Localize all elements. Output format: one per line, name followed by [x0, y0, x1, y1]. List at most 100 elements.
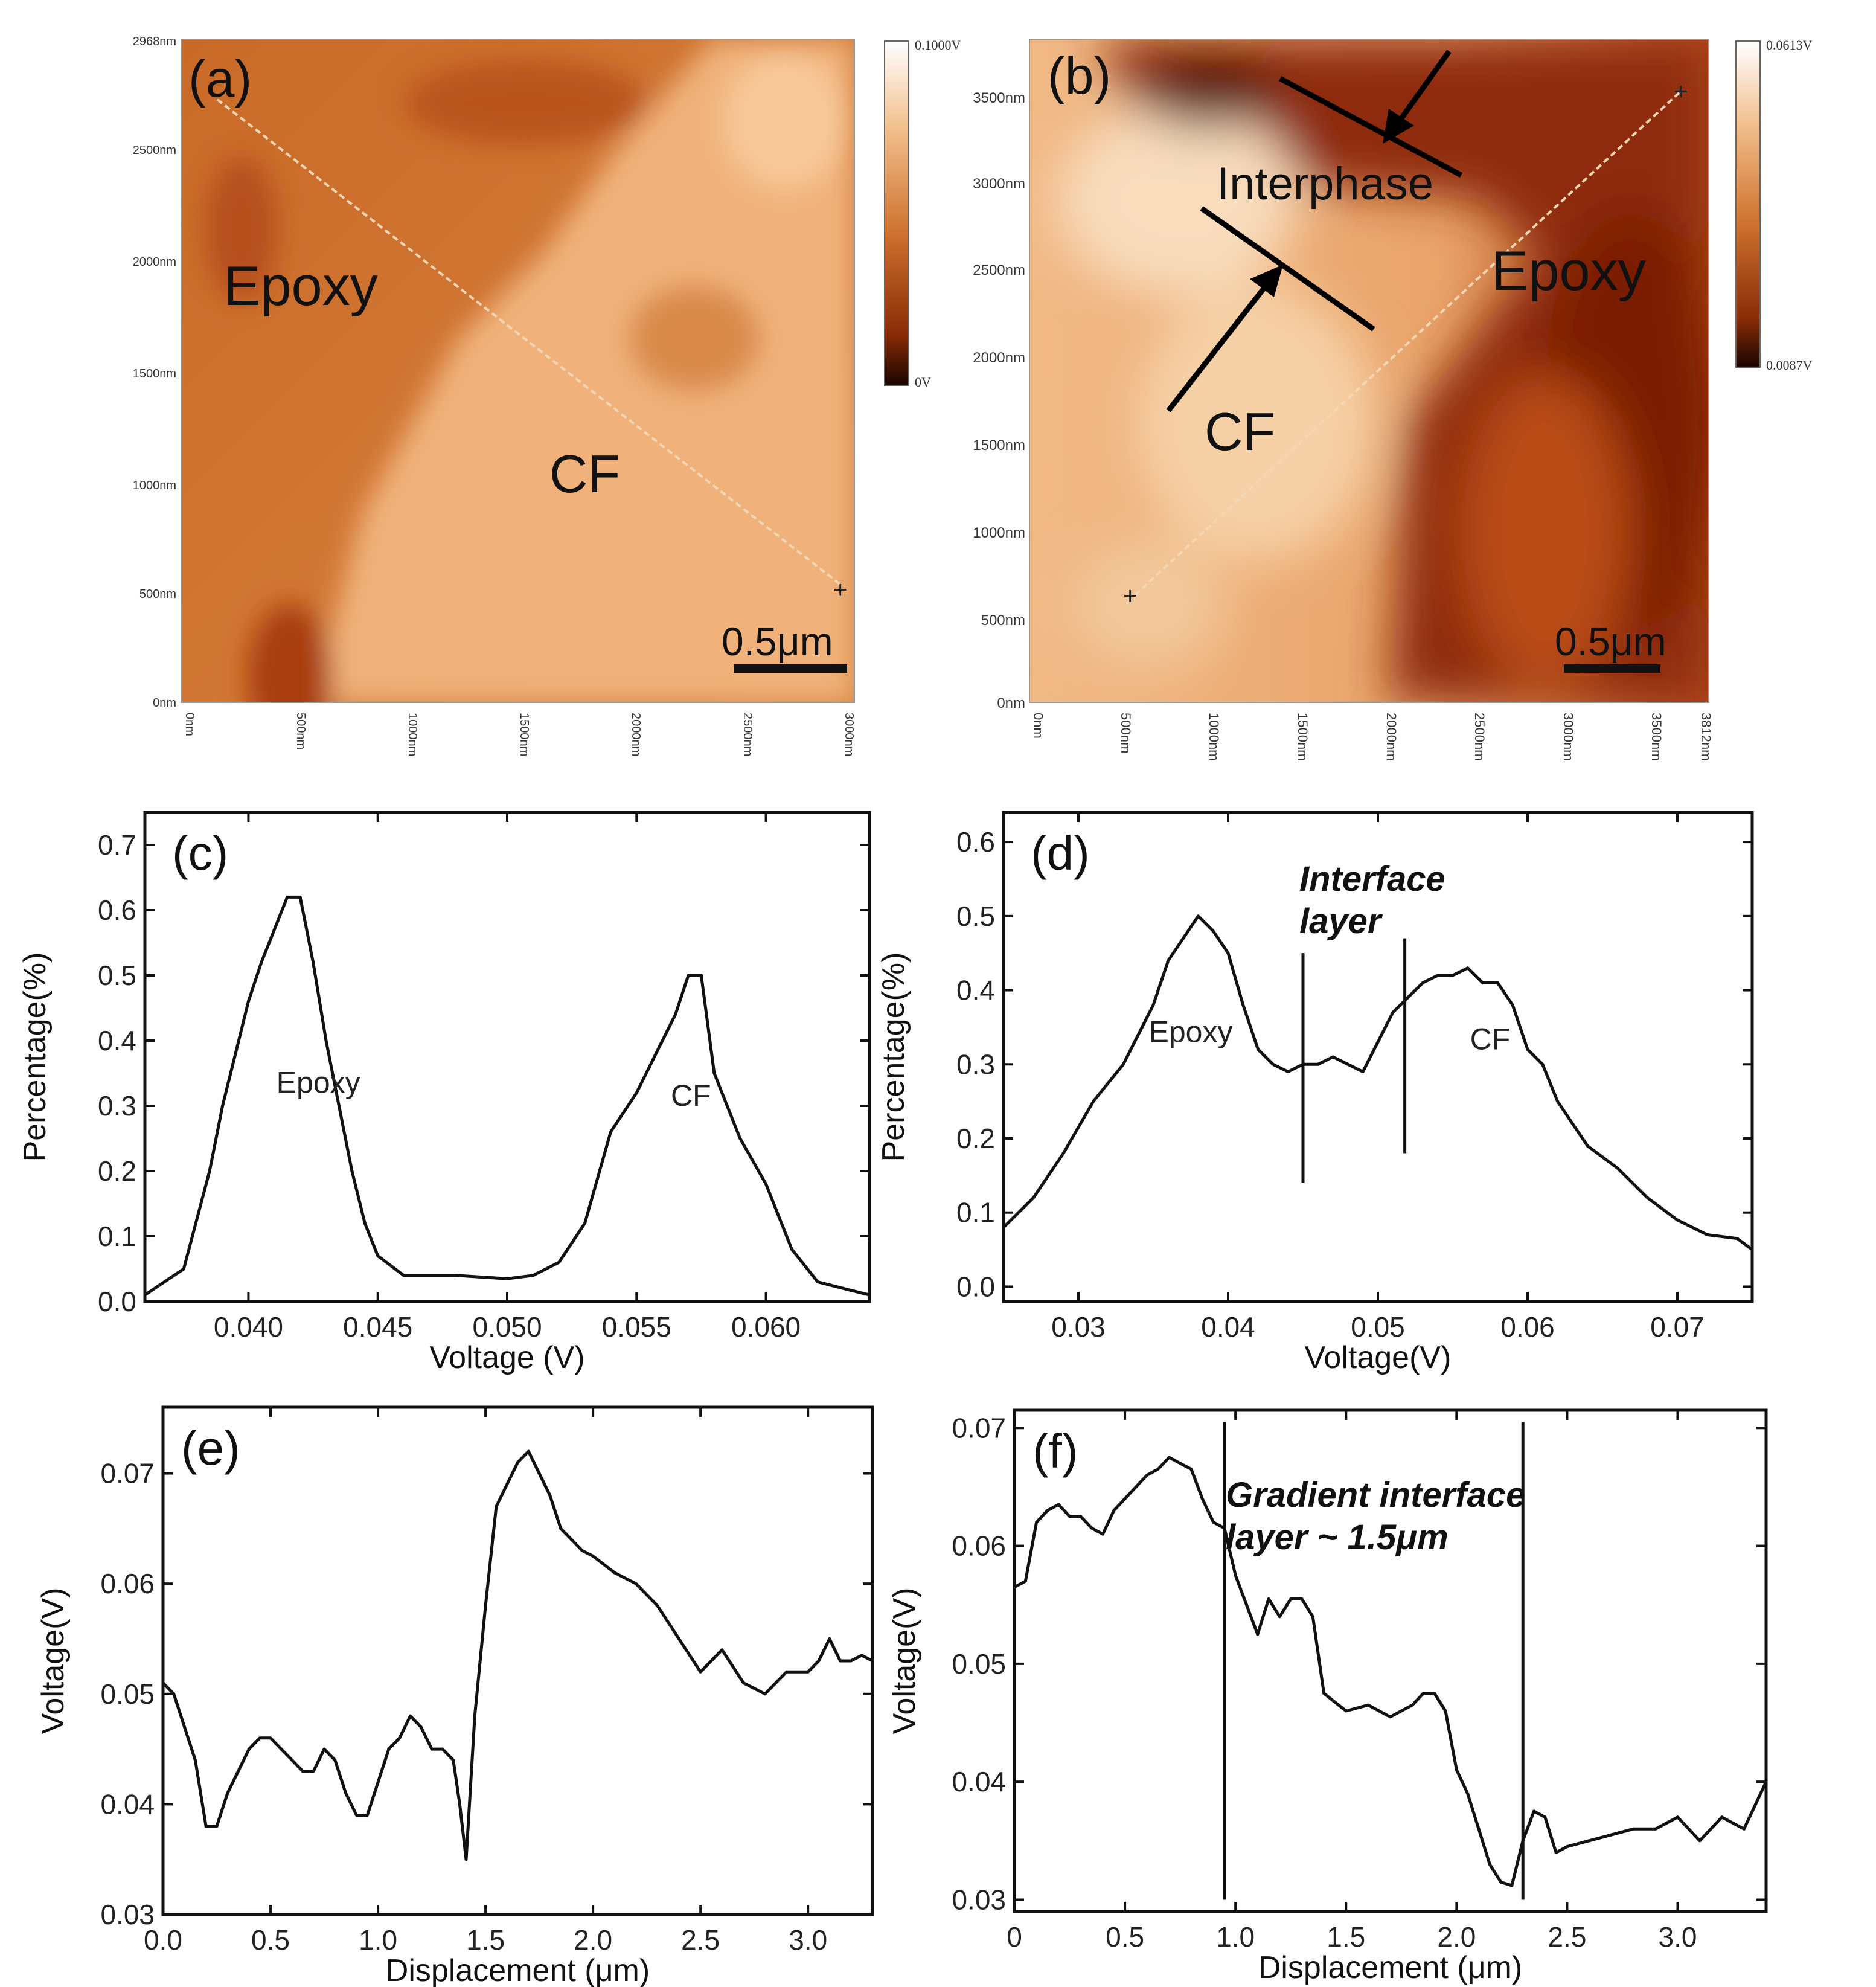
arrow-line [1166, 285, 1267, 412]
data-point [1013, 1585, 1016, 1589]
data-point [290, 1758, 294, 1762]
data-point [473, 1714, 476, 1718]
data-point [1322, 1692, 1326, 1695]
scalebar [734, 664, 847, 673]
x-tick-label: 1.5 [466, 1924, 505, 1956]
cf-region-label: CF [549, 444, 620, 504]
data-point [453, 1274, 457, 1277]
y-tick-label: 0.04 [100, 1788, 155, 1820]
data-point [324, 1039, 328, 1042]
x-tick-label: 0.045 [343, 1311, 412, 1343]
colorbar-min-label: 0.0087V [1766, 358, 1813, 373]
data-point [1496, 981, 1499, 984]
data-point [143, 1293, 147, 1297]
data-point [1406, 996, 1410, 1000]
series-annotation: Epoxy [277, 1065, 360, 1099]
data-point [344, 1791, 348, 1795]
data-point [1112, 1509, 1116, 1512]
interface-layer-label: Gradient interface [1226, 1475, 1525, 1515]
data-point [1156, 1468, 1160, 1471]
data-point [1134, 1485, 1138, 1489]
data-point [1212, 1521, 1215, 1524]
cf-region-label: CF [1205, 402, 1275, 461]
data-point [1002, 1225, 1005, 1229]
data-point [548, 1494, 552, 1497]
data-point [1300, 1597, 1304, 1600]
y-tick-label: 0.6 [98, 894, 136, 926]
panel-b-colorbar: 0.0613V 0.0087V [1735, 37, 1813, 373]
y-tick-label: 2000nm [973, 350, 1025, 366]
x-tick-label: 2.0 [1437, 1921, 1476, 1953]
y-axis-title: Percentage(%) [876, 952, 911, 1162]
data-point [1068, 1515, 1072, 1518]
epoxy-region-label: Epoxy [223, 255, 378, 317]
data-point [1436, 974, 1439, 977]
x-tick-label: 0.040 [214, 1311, 283, 1343]
data-point [1526, 1048, 1529, 1051]
y-tick-label: 0.05 [100, 1678, 155, 1710]
panel-c-chart: 0.040 0.045 0.050 0.055 0.060 0.0 0.1 0.2 0.3 0.4… [18, 811, 871, 1375]
data-point [452, 1758, 455, 1762]
data-point [1331, 1055, 1335, 1059]
x-tick-label: 500nm [1118, 713, 1133, 753]
y-tick-label: 3000nm [973, 176, 1025, 192]
data-line [1002, 914, 1753, 1251]
y-tick-label: 2500nm [973, 262, 1025, 278]
data-point [1289, 1597, 1293, 1600]
series-annotation: Epoxy [1149, 1015, 1233, 1048]
interface-layer-label: Interface [1299, 859, 1445, 899]
data-point [634, 1582, 638, 1585]
data-point [1764, 1780, 1768, 1783]
data-point [1556, 1100, 1560, 1103]
y-tick-label: 0.06 [100, 1568, 155, 1599]
data-point [363, 1221, 367, 1225]
data-point [1565, 1845, 1569, 1849]
y-tick-label: 0.5 [956, 900, 995, 932]
data-point [298, 895, 302, 899]
x-axis-title: Voltage (V) [429, 1340, 584, 1375]
data-point [785, 1670, 789, 1674]
colorbar-max-label: 0.0613V [1766, 37, 1813, 53]
data-point [1389, 1715, 1392, 1719]
x-tick-label: 0.06 [1500, 1311, 1555, 1343]
arrow-line [1397, 50, 1452, 123]
data-point [849, 1659, 853, 1663]
data-point [817, 1659, 821, 1663]
data-point [260, 960, 263, 964]
data-point [193, 1758, 197, 1762]
x-tick-label: 2000nm [1384, 713, 1399, 761]
data-point [1510, 1884, 1514, 1887]
data-point [1032, 1196, 1036, 1199]
data-point [402, 1274, 406, 1277]
epoxy-region-label: Epoxy [1491, 240, 1646, 302]
y-tick-label: 1000nm [973, 525, 1025, 541]
data-point [635, 1091, 638, 1094]
data-point [1286, 1070, 1290, 1074]
y-tick-label: 0.06 [952, 1530, 1006, 1562]
data-point [258, 1736, 261, 1740]
data-point [1654, 1827, 1657, 1831]
data-point [161, 1681, 165, 1685]
panel-a-colorbar: 0.1000V 0V [884, 37, 961, 390]
data-point [430, 1747, 434, 1751]
data-point [580, 1549, 584, 1552]
data-point [1554, 1851, 1558, 1854]
y-tick-label: 0.1 [956, 1197, 995, 1228]
x-tick-label: 3500nm [1649, 713, 1664, 761]
data-point [1092, 1100, 1095, 1103]
data-point [1151, 1003, 1155, 1007]
x-tick-label: 2000nm [629, 713, 642, 756]
data-point [1466, 966, 1470, 970]
data-point [172, 1692, 176, 1696]
panel-e-chart: 0.0 0.5 1.0 1.5 2.0 2.5 3.0 0.03 0.04 0.05 0.06 0.0… [36, 1405, 874, 1987]
panel-b-x-ticks: 0nm 500nm 1000nm 1500nm 2000nm 2500nm 30… [1031, 713, 1714, 761]
data-point [1316, 1062, 1320, 1066]
panel-a-label: (a) [188, 50, 252, 108]
x-tick-label: 2500nm [741, 713, 754, 756]
y-tick-label: 0.2 [98, 1155, 136, 1187]
data-point [1256, 1632, 1260, 1636]
y-tick-label: 0.03 [100, 1899, 155, 1930]
y-tick-label: 0.0 [956, 1271, 995, 1302]
data-point [699, 1670, 702, 1674]
data-point [182, 1267, 185, 1271]
